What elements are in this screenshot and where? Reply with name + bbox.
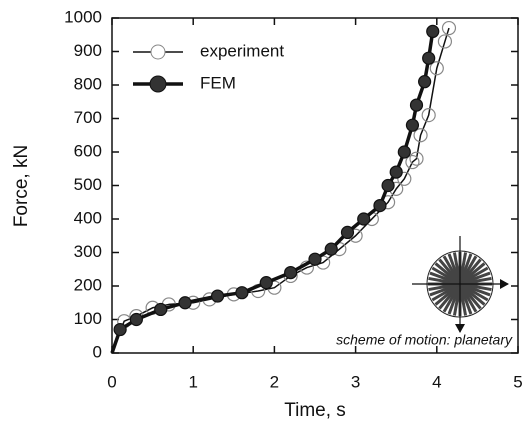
x-tick-label: 1	[188, 372, 197, 391]
y-axis-title: Force, kN	[11, 145, 32, 227]
y-tick-label: 300	[74, 242, 102, 261]
marker	[397, 171, 412, 186]
marker	[421, 108, 436, 123]
marker	[405, 118, 420, 132]
marker	[409, 98, 424, 112]
series-line	[111, 27, 450, 354]
legend-marker	[149, 75, 167, 93]
legend-label: experiment	[200, 41, 284, 60]
series-line	[110, 31, 435, 354]
marker	[235, 286, 249, 300]
marker	[113, 322, 127, 337]
y-tick-label: 400	[74, 208, 102, 227]
marker	[418, 75, 432, 89]
x-tick-label: 0	[107, 372, 116, 391]
wheel-spoke	[459, 276, 492, 286]
marker	[381, 178, 395, 193]
y-tick-label: 0	[93, 342, 102, 361]
marker	[429, 61, 444, 76]
legend-marker	[150, 44, 166, 60]
marker	[422, 51, 436, 65]
marker	[426, 24, 440, 38]
marker	[409, 151, 424, 166]
y-tick-label: 100	[74, 309, 102, 328]
marker	[373, 199, 387, 213]
marker	[389, 165, 403, 179]
marker	[441, 20, 457, 36]
y-tick-label: 1000	[64, 7, 102, 26]
y-tick-label: 900	[74, 41, 102, 60]
marker	[259, 276, 273, 290]
marker	[324, 242, 338, 256]
marker	[308, 252, 322, 266]
marker	[405, 154, 420, 170]
marker	[397, 145, 411, 159]
x-axis-title: Time, s	[284, 400, 346, 421]
annotation: scheme of motion: planetary	[336, 332, 513, 348]
legend-label: FEM	[200, 73, 236, 92]
marker	[178, 296, 192, 310]
y-tick-label: 600	[74, 141, 102, 160]
marker	[129, 312, 143, 327]
y-tick-label: 800	[74, 74, 102, 93]
x-tick-label: 3	[351, 372, 360, 391]
marker	[357, 212, 371, 226]
marker	[437, 34, 453, 49]
x-tick-label: 4	[432, 372, 441, 391]
motion-scheme-icon	[412, 236, 509, 333]
y-tick-label: 200	[74, 275, 102, 294]
wheel-arrow	[455, 279, 509, 333]
x-tick-label: 2	[270, 372, 279, 391]
marker	[340, 225, 355, 239]
marker	[284, 266, 298, 280]
y-tick-label: 700	[74, 108, 102, 127]
marker	[210, 289, 225, 303]
marker	[154, 302, 168, 317]
y-tick-label: 500	[74, 175, 102, 194]
x-tick-label: 5	[513, 372, 522, 391]
marker	[413, 128, 428, 143]
